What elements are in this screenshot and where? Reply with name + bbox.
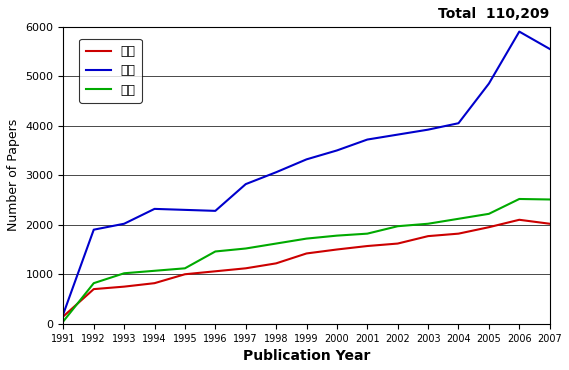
Line: 폐암: 폐암 [63,31,550,314]
간암 [212,249,218,254]
위암 [485,225,492,229]
폐암 [121,222,127,226]
위암 [546,222,553,226]
위암 [394,241,401,246]
폐암 [394,132,401,137]
X-axis label: Publication Year: Publication Year [243,349,370,363]
Legend: 위암, 폐암, 간암: 위암, 폐암, 간암 [79,39,142,103]
Line: 위암: 위암 [63,220,550,316]
위암 [516,218,523,222]
위암 [121,285,127,289]
위암 [455,231,462,236]
간암 [90,281,97,285]
간암 [516,197,523,201]
폐암 [60,312,67,316]
폐암 [485,81,492,86]
Text: Total  110,209: Total 110,209 [439,7,550,21]
위암 [242,266,249,270]
간암 [60,319,67,323]
위암 [151,281,158,285]
폐암 [90,228,97,232]
간암 [182,266,188,270]
폐암 [273,170,279,175]
Line: 간암: 간암 [63,199,550,321]
간암 [242,246,249,251]
위암 [333,247,340,252]
폐암 [182,208,188,212]
간암 [424,222,431,226]
폐암 [151,207,158,211]
간암 [546,197,553,202]
간암 [485,212,492,216]
폐암 [212,209,218,213]
간암 [364,231,371,236]
위암 [273,261,279,266]
위암 [424,234,431,238]
폐암 [303,157,310,162]
위암 [90,287,97,291]
간암 [273,241,279,246]
위암 [303,251,310,256]
폐암 [242,182,249,186]
폐암 [546,47,553,51]
간암 [151,269,158,273]
위암 [364,244,371,248]
위암 [60,314,67,319]
폐암 [364,137,371,142]
Y-axis label: Number of Papers: Number of Papers [7,119,20,231]
간암 [333,233,340,238]
폐암 [424,127,431,132]
간암 [121,271,127,276]
폐암 [333,148,340,153]
간암 [455,216,462,221]
간암 [394,224,401,228]
폐암 [455,121,462,125]
위암 [212,269,218,273]
간암 [303,236,310,241]
폐암 [516,29,523,34]
위암 [182,272,188,276]
